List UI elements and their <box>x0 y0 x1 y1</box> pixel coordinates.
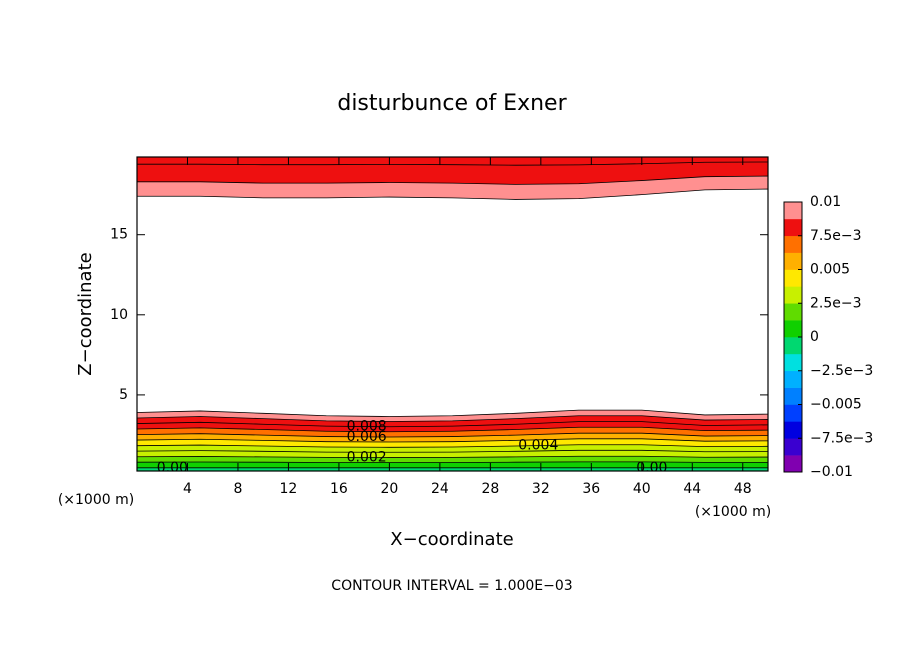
colorbar-tick-label: −2.5e−3 <box>810 363 873 379</box>
contour-line <box>137 461 768 463</box>
contour-fill <box>137 415 768 427</box>
x-unit: (×1000 m) <box>695 504 771 520</box>
colorbar-swatch <box>784 455 802 473</box>
footer: CONTOUR INTERVAL = 1.000E−03 <box>331 578 572 594</box>
contour-fill <box>137 161 768 185</box>
x-tick-label: 20 <box>380 481 398 497</box>
plot-frame <box>136 156 769 472</box>
x-tick-label: 24 <box>431 481 449 497</box>
contour-fill <box>137 157 768 166</box>
colorbar-tick-label: 2.5e−3 <box>810 295 862 311</box>
contour-fill <box>137 427 768 438</box>
contour-fill <box>137 456 768 463</box>
contour-line <box>137 175 768 185</box>
contour-fill <box>137 450 768 458</box>
x-tick-label: 44 <box>683 481 701 497</box>
x-tick-label: 16 <box>330 481 348 497</box>
x-tick-label: 4 <box>183 481 192 497</box>
colorbar-swatch <box>784 353 802 372</box>
x-tick-label: 8 <box>233 481 242 497</box>
contour-line <box>137 455 768 458</box>
y-tick-label: 10 <box>110 307 128 323</box>
colorbar-tick-label: −0.005 <box>810 397 862 413</box>
x-tick-label: 28 <box>481 481 499 497</box>
contour-line <box>137 421 768 428</box>
contour-label: 0.00 <box>636 460 667 476</box>
contour-line <box>137 161 768 166</box>
x-tick-label: 12 <box>280 481 298 497</box>
contour-line <box>137 432 768 438</box>
colorbar-swatch <box>784 286 802 304</box>
colorbar-tick-label: 7.5e−3 <box>810 228 862 244</box>
y-axis-label: Z−coordinate <box>75 252 96 375</box>
contour-line <box>137 409 768 417</box>
x-tick-label: 48 <box>734 481 752 497</box>
contour-fill <box>137 461 768 468</box>
colorbar-swatch <box>784 235 802 253</box>
colorbar-swatch <box>784 337 802 355</box>
y-unit: (×1000 m) <box>58 492 134 508</box>
x-tick-label: 32 <box>532 481 550 497</box>
colorbar-swatch <box>784 303 802 321</box>
colorbar-tick-label: −7.5e−3 <box>810 430 873 446</box>
colorbar-swatch <box>784 218 802 237</box>
colorbar-swatch <box>784 404 802 422</box>
colorbar-tick-label: 0.005 <box>810 262 850 278</box>
colorbar-swatch <box>784 421 802 439</box>
contour-label: 0.00 <box>157 460 188 476</box>
contour-fill <box>137 467 768 471</box>
contour-line <box>137 444 768 448</box>
contour-label: 0.002 <box>347 449 387 465</box>
contour-fill <box>137 433 768 443</box>
contour-line <box>137 188 768 200</box>
contour-fill <box>137 176 768 200</box>
contour-line <box>137 415 768 422</box>
overlay: 4 8 12 16 20 24 28 32 36 40 44 4851015−0.01−7.5e−3−… <box>110 156 873 497</box>
y-tick-label: 5 <box>119 387 128 403</box>
contour-line <box>137 438 768 443</box>
colorbar-tick-label: 0.01 <box>810 194 841 210</box>
colorbar-swatch <box>784 252 802 270</box>
contour-line <box>137 426 768 433</box>
colorbar-swatch <box>784 202 802 220</box>
colorbar-swatch <box>784 320 802 338</box>
x-tick-label: 36 <box>582 481 600 497</box>
colorbar-swatch <box>784 370 802 388</box>
contour-fill <box>137 421 768 432</box>
contour-fill <box>137 438 768 448</box>
x-axis-label: X−coordinate <box>390 529 513 550</box>
x-tick-label: 40 <box>633 481 651 497</box>
contour-label: 0.004 <box>518 438 558 454</box>
colorbar-swatch <box>784 387 802 405</box>
contour-line <box>137 449 768 453</box>
colorbar-swatch <box>784 269 802 287</box>
y-tick-label: 15 <box>110 227 128 243</box>
chart-title: disturbunce of Exner <box>337 91 567 116</box>
contour-label: 0.008 <box>347 419 387 435</box>
colorbar-tick-label: −0.01 <box>810 464 853 480</box>
colorbar-swatch <box>784 438 802 456</box>
contour-label: 0.006 <box>347 429 387 445</box>
colorbar-tick-label: 0 <box>810 329 819 345</box>
